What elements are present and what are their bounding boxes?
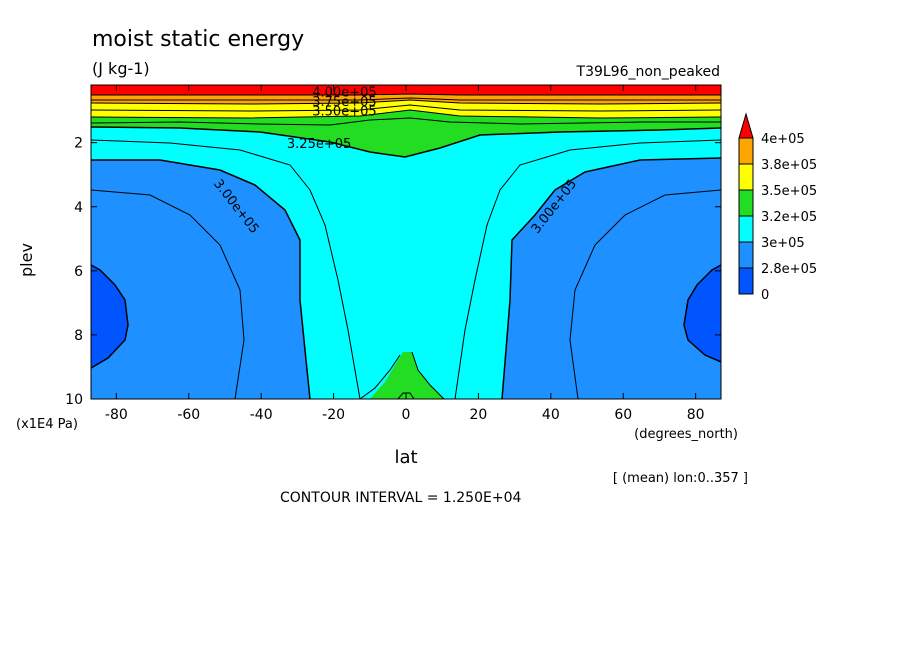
colorbar-label: 3.5e+05: [761, 184, 817, 199]
colorbar-label: 3.2e+05: [761, 210, 817, 225]
contour-label: 3.25e+05: [287, 137, 351, 152]
x-tick-label: -60: [177, 407, 200, 423]
colorbar-swatch: [738, 267, 754, 295]
x-axis-units: (degrees_north): [634, 427, 738, 442]
colorbar-label: 4e+05: [761, 132, 805, 147]
contour-field: 4.00e+053.75e+053.50e+053.25e+053.00e+05…: [91, 85, 721, 399]
contour-interval: CONTOUR INTERVAL = 1.250E+04: [280, 490, 521, 506]
y-tick-label: 10: [65, 392, 83, 408]
y-tick-label: 6: [74, 264, 83, 280]
contour-lines: [91, 93, 721, 399]
x-tick-label: 80: [687, 407, 705, 423]
y-tick-label: 8: [74, 328, 83, 344]
run-label: T39L96_non_peaked: [576, 64, 720, 80]
x-tick-label: 20: [469, 407, 487, 423]
band-darkblue-right: [684, 265, 721, 362]
contour-label: 3.50e+05: [312, 105, 376, 120]
x-tick-label: -20: [322, 407, 345, 423]
y-tick-label: 4: [74, 200, 83, 216]
band-green-bottom: [370, 352, 444, 399]
colorbar-swatch: [738, 241, 754, 269]
colorbar-swatch: [738, 215, 754, 243]
chart-units: (J kg-1): [92, 59, 150, 78]
band-blue-left: [91, 160, 310, 399]
colorbar-label: 0: [761, 288, 769, 303]
x-tick-label: 40: [542, 407, 560, 423]
y-tick-label: 2: [74, 136, 83, 152]
colorbar-swatch: [738, 112, 754, 139]
x-tick-label: -40: [250, 407, 273, 423]
y-axis-label: plev: [17, 243, 36, 277]
mean-note: [ (mean) lon:0..357 ]: [613, 471, 748, 486]
y-axis-units: (x1E4 Pa): [16, 417, 78, 432]
colorbar-legend: 4e+05 3.8e+05 3.5e+05 3.2e+05 3e+05 2.8e+05 0: [738, 112, 817, 303]
chart-title: moist static energy: [92, 27, 304, 52]
colorbar-label: 3.8e+05: [761, 158, 817, 173]
x-axis-label: lat: [394, 447, 417, 468]
x-tick-label: -80: [105, 407, 128, 423]
x-tick-label: 0: [402, 407, 411, 423]
colorbar-swatch: [738, 137, 754, 165]
colorbar-label: 3e+05: [761, 236, 805, 251]
x-axis: -80 -60 -40 -20 0 20 40 60 80: [105, 85, 705, 423]
x-tick-label: 60: [614, 407, 632, 423]
colorbar-swatch: [738, 189, 754, 217]
colorbar-swatch: [738, 163, 754, 191]
contour-label: 4.00e+05: [312, 86, 376, 101]
band-blue-right: [502, 158, 721, 399]
contour-label: 3.75e+05: [312, 95, 376, 110]
colorbar-label: 2.8e+05: [761, 262, 817, 277]
y-axis: 2 4 6 8 10: [65, 136, 721, 408]
